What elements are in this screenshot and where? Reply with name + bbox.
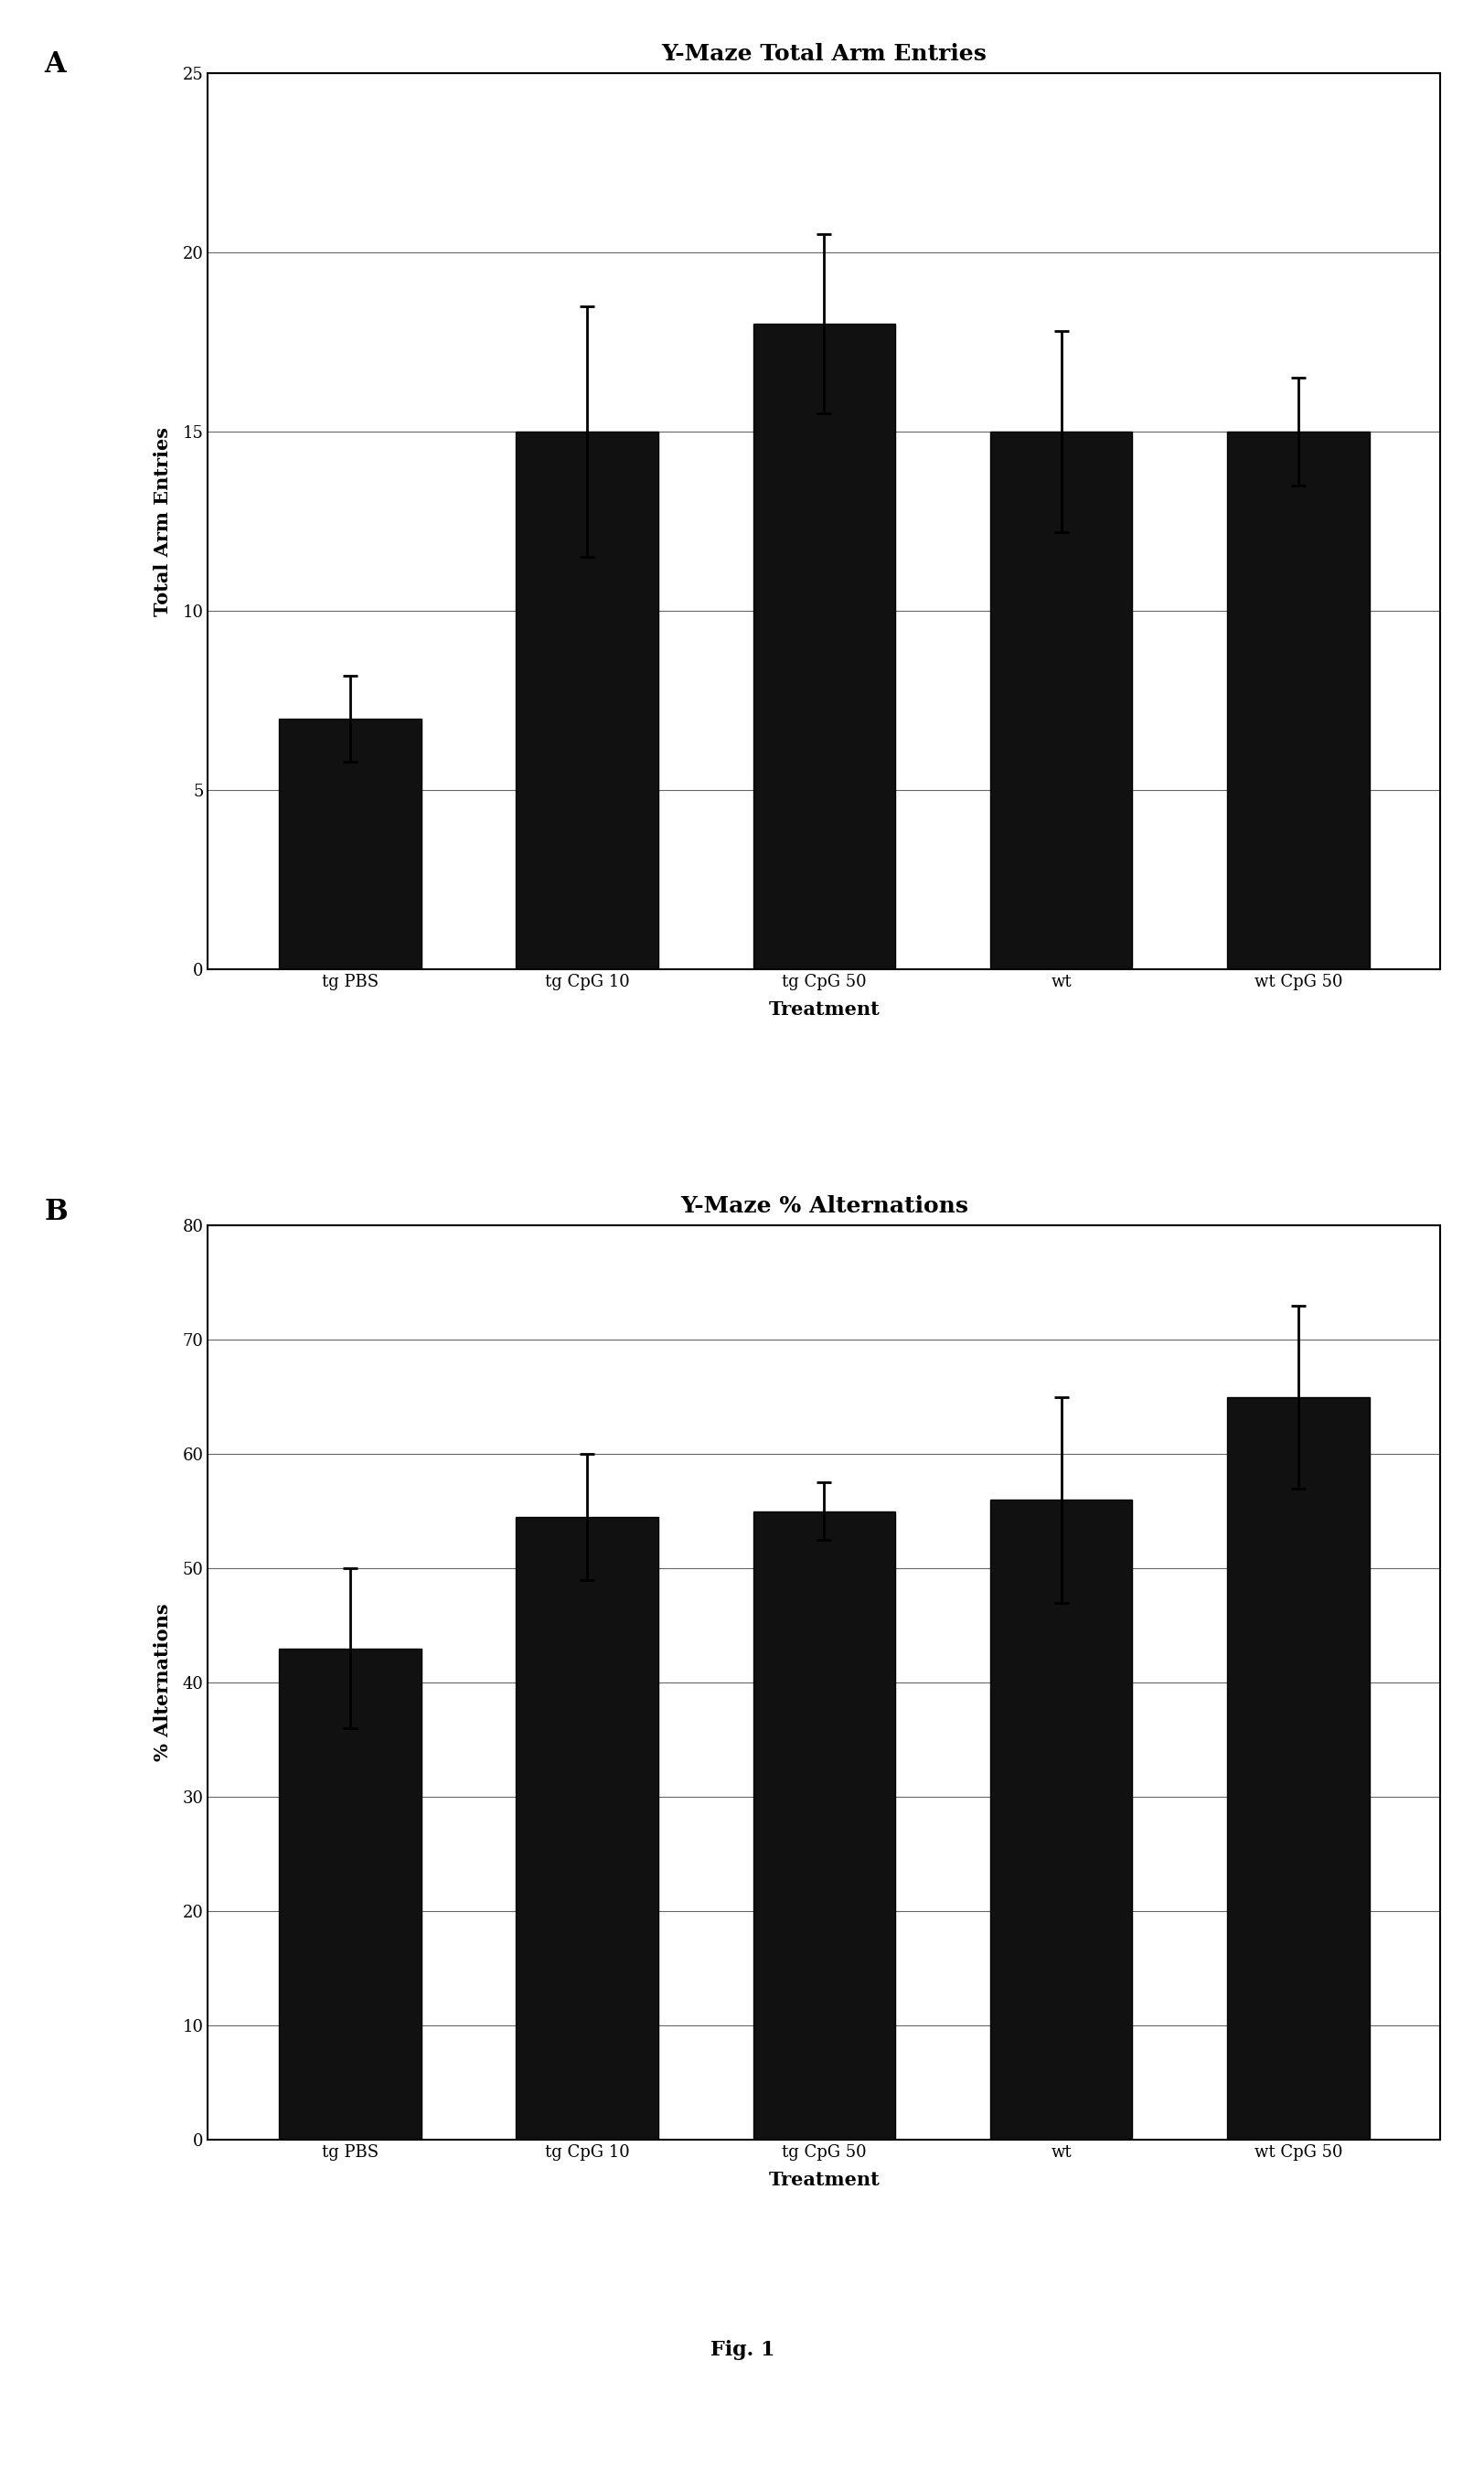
Bar <box>1226 431 1368 969</box>
Text: A: A <box>45 50 67 79</box>
Text: Fig. 1: Fig. 1 <box>709 2339 775 2359</box>
Bar <box>752 1512 895 2139</box>
Bar <box>1226 1398 1368 2139</box>
Title: Y-Maze % Alternations: Y-Maze % Alternations <box>680 1194 968 1217</box>
Text: B: B <box>45 1197 68 1227</box>
Bar <box>516 431 657 969</box>
Title: Y-Maze Total Arm Entries: Y-Maze Total Arm Entries <box>660 42 987 64</box>
X-axis label: Treatment: Treatment <box>769 1001 879 1018</box>
Bar <box>279 719 421 969</box>
Bar <box>279 1648 421 2139</box>
Bar <box>516 1517 657 2139</box>
Y-axis label: % Alternations: % Alternations <box>154 1603 172 1762</box>
X-axis label: Treatment: Treatment <box>769 2171 879 2188</box>
Bar <box>752 325 895 969</box>
Y-axis label: Total Arm Entries: Total Arm Entries <box>154 426 172 617</box>
Bar <box>990 431 1132 969</box>
Bar <box>990 1499 1132 2139</box>
